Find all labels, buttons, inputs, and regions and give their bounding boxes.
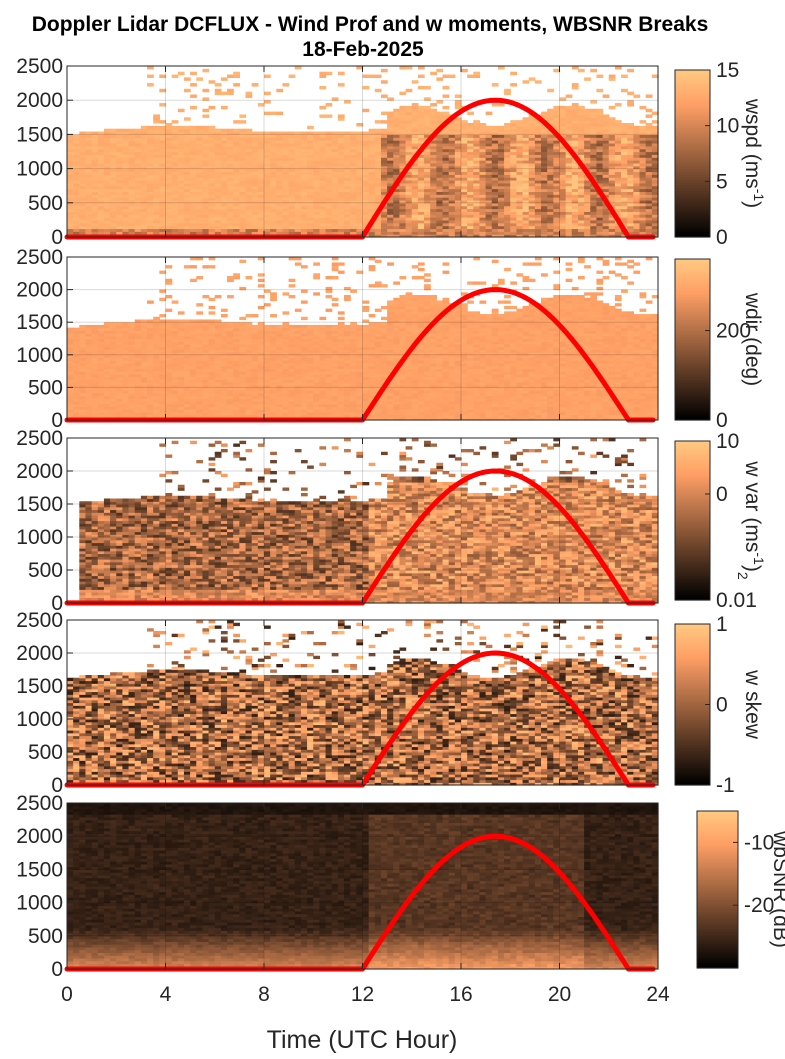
- heatmap-wspd: [67, 66, 659, 238]
- y-tick-label: 1000: [16, 158, 63, 181]
- y-tick-label: 0: [51, 409, 63, 432]
- colorbar-tick-label: 15: [716, 59, 739, 82]
- y-tick-label: 1500: [16, 858, 63, 881]
- y-tick-label: 2500: [16, 792, 63, 815]
- y-tick-label: 2000: [16, 825, 63, 848]
- chart-title-line1: Doppler Lidar DCFLUX - Wind Prof and w m…: [32, 13, 709, 36]
- y-tick-label: 2000: [16, 460, 63, 483]
- heatmap-w-var: [67, 438, 659, 604]
- heatmap-w-skew: [67, 620, 659, 786]
- y-tick-label: 2500: [16, 55, 63, 78]
- y-tick-label: 2000: [16, 279, 63, 302]
- colorbar-tick-label: -1: [716, 774, 735, 797]
- colorbar-tick-label: -20: [744, 894, 774, 917]
- colorbar-tick-label: -10: [744, 831, 774, 854]
- colorbar-tick-label: 0: [716, 694, 728, 717]
- y-tick-label: 2500: [16, 609, 63, 632]
- y-tick-label: 500: [28, 192, 63, 215]
- y-tick-label: 0: [51, 226, 63, 249]
- solar-curve: [64, 650, 656, 788]
- colorbar-frame: [674, 258, 711, 421]
- panel-w-skew: 0 500 1000 1500 2000 2500 -1 0 1 w skew: [16, 609, 764, 797]
- y-tick-label: 500: [28, 741, 63, 764]
- x-tick-label: 0: [61, 983, 73, 1006]
- y-tick-label: 2500: [16, 427, 63, 450]
- y-tick-label: 1000: [16, 892, 63, 915]
- ticks: 0 500 1000 1500 2000 2500: [16, 427, 659, 615]
- colorbar-tick-label: 0.01: [716, 589, 757, 612]
- colorbar-label: wbSNR (dB): [769, 830, 785, 948]
- solar-curve: [64, 833, 656, 972]
- solar-curve: [64, 468, 656, 606]
- y-tick-label: 2500: [16, 246, 63, 269]
- colorbar-label: wspd (ms-1): [741, 98, 767, 208]
- x-tick-label: 4: [160, 983, 172, 1006]
- y-tick-label: 500: [28, 925, 63, 948]
- x-axis-label: Time (UTC Hour): [267, 1026, 458, 1054]
- x-tick-label: 16: [449, 983, 472, 1006]
- chart-title-line2: 18-Feb-2025: [302, 38, 424, 61]
- colorbar-tick-label: 10: [716, 430, 739, 453]
- x-tick-label: 8: [258, 983, 270, 1006]
- colorbar-tick-label: 0: [716, 483, 728, 506]
- y-tick-label: 1000: [16, 526, 63, 549]
- colorbar-frame: [674, 69, 711, 238]
- colorbar-tick-label: 1: [716, 613, 728, 636]
- solar-curve: [64, 287, 656, 423]
- colorbar-frame: [696, 810, 739, 969]
- colorbar-w-var: 0.01 0 10 w var (ms-1)2: [674, 430, 767, 612]
- panel-wbSNR: 0 500 1000 1500 2000 2500 0 4 8 12 16 20 24 -20 -10wbS…: [16, 792, 785, 1006]
- y-tick-label: 500: [28, 376, 63, 399]
- y-tick-label: 1500: [16, 311, 63, 334]
- colorbar-tick-label: 5: [716, 170, 728, 193]
- ticks: 0 500 1000 1500 2000 2500: [16, 246, 659, 432]
- y-tick-label: 0: [51, 958, 63, 981]
- y-tick-label: 500: [28, 559, 63, 582]
- y-tick-label: 0: [51, 592, 63, 615]
- y-tick-label: 1000: [16, 708, 63, 731]
- x-tick-label: 12: [351, 983, 374, 1006]
- colorbar-label: wdir (deg): [741, 292, 764, 386]
- y-tick-label: 1500: [16, 493, 63, 516]
- y-tick-label: 1500: [16, 675, 63, 698]
- ticks: 0 500 1000 1500 2000 2500: [16, 609, 659, 797]
- y-tick-label: 2000: [16, 89, 63, 112]
- colorbar-label: w var (ms-1)2: [735, 460, 767, 579]
- colorbar-tick-label: 200: [716, 320, 751, 343]
- colorbar-tick-label: 10: [716, 115, 739, 138]
- colorbar-w-skew: -1 0 1 w skew: [674, 613, 764, 797]
- colorbar-tick-label: 0: [716, 226, 728, 249]
- colorbar-tick-label: 0: [716, 409, 728, 432]
- x-tick-label: 20: [548, 983, 571, 1006]
- y-tick-label: 1500: [16, 123, 63, 146]
- heatmap-wbSNR: [67, 803, 659, 970]
- y-tick-label: 1000: [16, 344, 63, 367]
- colorbar-label: w skew: [741, 669, 764, 740]
- solar-curve: [64, 97, 656, 240]
- ticks: 0 500 1000 1500 2000 2500 0 4 8 12 16 20 24: [16, 792, 670, 1006]
- x-tick-label: 24: [646, 983, 670, 1006]
- y-tick-label: 2000: [16, 642, 63, 665]
- y-tick-label: 0: [51, 774, 63, 797]
- panel-w-var: 0 500 1000 1500 2000 2500 0.01 0 10 w var (ms-1)2: [16, 427, 767, 615]
- ticks: 0 500 1000 1500 2000 2500: [16, 55, 659, 249]
- colorbar-frame: [674, 440, 711, 601]
